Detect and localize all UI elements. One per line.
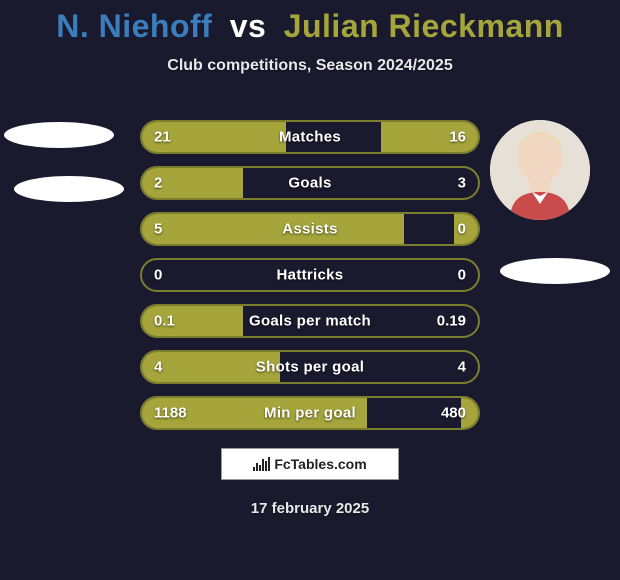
- stat-bar-left: [142, 214, 404, 244]
- stat-value-left: 5: [154, 221, 162, 238]
- decorative-ellipse: [4, 122, 114, 148]
- stat-row: 0 Hattricks 0: [140, 258, 480, 292]
- stat-label: Min per goal: [264, 405, 356, 422]
- stat-label: Shots per goal: [256, 359, 364, 376]
- stat-value-right: 3: [458, 175, 466, 192]
- stat-value-right: 480: [441, 405, 466, 422]
- stat-value-left: 0.1: [154, 313, 175, 330]
- stat-value-left: 21: [154, 129, 171, 146]
- stat-value-left: 2: [154, 175, 162, 192]
- page-title: N. Niehoff vs Julian Rieckmann: [0, 0, 620, 45]
- fctables-logo: FcTables.com: [221, 448, 399, 480]
- stat-label: Assists: [282, 221, 337, 238]
- stat-value-right: 0: [458, 267, 466, 284]
- subtitle: Club competitions, Season 2024/2025: [0, 57, 620, 75]
- vs-text: vs: [230, 8, 267, 44]
- stat-row: 0.1 Goals per match 0.19: [140, 304, 480, 338]
- decorative-ellipse: [14, 176, 124, 202]
- player2-name: Julian Rieckmann: [284, 8, 564, 44]
- logo-bars-icon: [253, 457, 270, 471]
- stat-value-left: 0: [154, 267, 162, 284]
- player2-avatar: [490, 120, 590, 220]
- stat-row: 2 Goals 3: [140, 166, 480, 200]
- stat-label: Matches: [279, 129, 341, 146]
- stat-value-left: 4: [154, 359, 162, 376]
- decorative-ellipse: [500, 258, 610, 284]
- player1-name: N. Niehoff: [56, 8, 212, 44]
- stat-label: Hattricks: [277, 267, 344, 284]
- stat-value-left: 1188: [154, 405, 187, 422]
- stat-value-right: 0: [458, 221, 466, 238]
- stat-value-right: 16: [449, 129, 466, 146]
- logo-text: FcTables.com: [274, 456, 366, 472]
- stat-row: 21 Matches 16: [140, 120, 480, 154]
- stat-row: 5 Assists 0: [140, 212, 480, 246]
- stat-value-right: 4: [458, 359, 466, 376]
- stat-row: 4 Shots per goal 4: [140, 350, 480, 384]
- stats-container: 21 Matches 16 2 Goals 3 5 Assists 0 0 Hattricks 0 0.…: [140, 120, 480, 442]
- stat-value-right: 0.19: [437, 313, 466, 330]
- stat-row: 1188 Min per goal 480: [140, 396, 480, 430]
- stat-label: Goals: [288, 175, 331, 192]
- stat-label: Goals per match: [249, 313, 371, 330]
- date: 17 february 2025: [0, 500, 620, 517]
